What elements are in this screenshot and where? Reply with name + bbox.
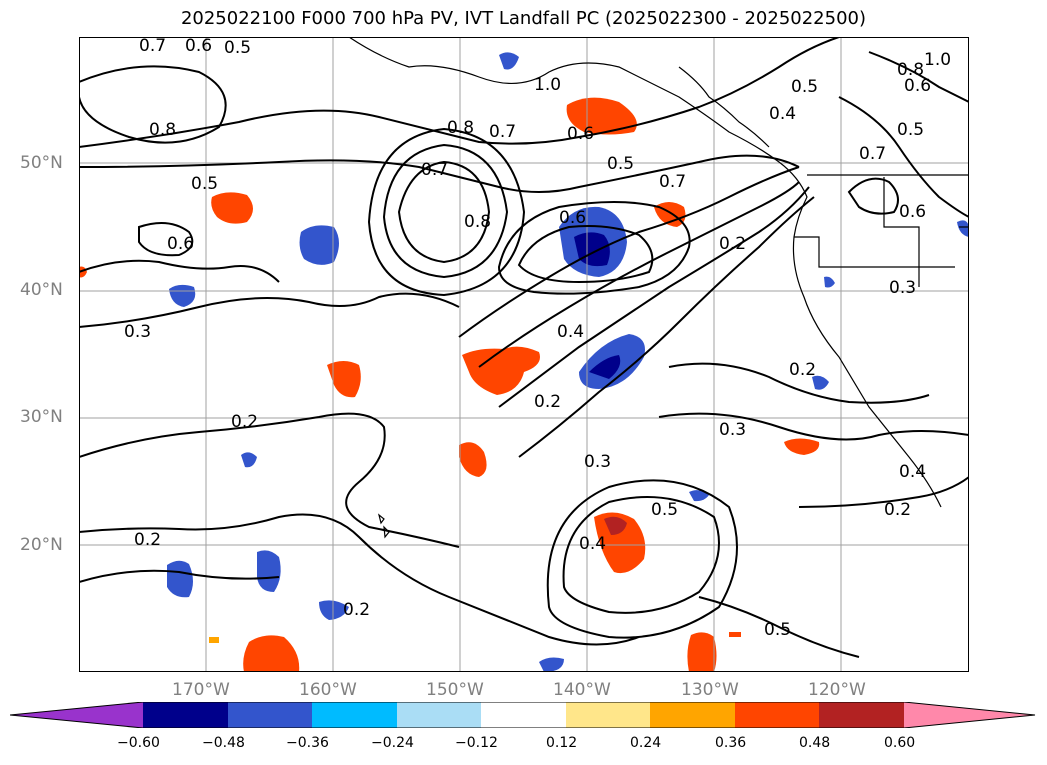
contour-label: 0.5 xyxy=(651,500,678,520)
colorbar-tick-label: −0.48 xyxy=(202,735,245,751)
contour-label: 0.6 xyxy=(904,76,931,96)
lat-label-40n: 40°N xyxy=(20,280,63,300)
colorbar-tick-label: 0.36 xyxy=(715,735,747,751)
contour-label: 1.0 xyxy=(924,50,951,70)
contour-label: 0.5 xyxy=(764,620,791,640)
contour-label: 0.3 xyxy=(584,452,611,472)
colorbar-tick-label: −0.12 xyxy=(455,735,498,751)
colorbar-tick-label: 0.60 xyxy=(884,735,916,751)
colorbar-bin xyxy=(650,702,735,728)
contour-label: 0.4 xyxy=(769,104,796,124)
contour-label: 0.4 xyxy=(899,462,926,482)
contour-label: 0.5 xyxy=(607,154,634,174)
colorbar xyxy=(10,702,1036,728)
contour-label: 0.4 xyxy=(557,322,584,342)
colorbar-bin xyxy=(481,702,566,728)
map-panel: 0.7 0.6 0.5 0.8 1.0 0.8 0.7 0.6 0.5 0.7 … xyxy=(79,37,969,672)
contour-label: 0.3 xyxy=(719,420,746,440)
lon-label-130w: 130°W xyxy=(681,680,739,700)
contour-label: 0.7 xyxy=(139,37,166,56)
contour-label: 0.3 xyxy=(124,322,151,342)
contour-label: 0.2 xyxy=(343,600,370,620)
contour-label: 0.7 xyxy=(489,122,516,142)
contour-label: 0.7 xyxy=(421,160,448,180)
lat-label-30n: 30°N xyxy=(20,407,63,427)
pv-contours xyxy=(79,37,969,658)
lat-label-50n: 50°N xyxy=(20,153,63,173)
contour-label: 0.6 xyxy=(185,37,212,56)
colorbar-bin xyxy=(735,702,819,728)
colorbar-bin xyxy=(228,702,312,728)
lon-label-140w: 140°W xyxy=(553,680,611,700)
contour-label: 0.8 xyxy=(464,212,491,232)
colorbar-tick-label: −0.24 xyxy=(371,735,414,751)
contour-label: 0.6 xyxy=(167,234,194,254)
contour-label: 0.6 xyxy=(567,124,594,144)
contour-label: 0.7 xyxy=(659,172,686,192)
colorbar-bin xyxy=(312,702,397,728)
lat-label-20n: 20°N xyxy=(20,535,63,555)
contour-label: 0.2 xyxy=(884,500,911,520)
contour-label: 0.6 xyxy=(559,208,586,228)
coastlines xyxy=(348,37,969,539)
map-title: 2025022100 F000 700 hPa PV, IVT Landfall… xyxy=(180,8,867,29)
colorbar-extend-low xyxy=(10,702,143,728)
colorbar-tick-label: 0.12 xyxy=(546,735,578,751)
colorbar-bin xyxy=(397,702,481,728)
lon-label-170w: 170°W xyxy=(172,680,230,700)
colorbar-tick-label: −0.60 xyxy=(117,735,160,751)
colorbar-extend-high xyxy=(904,702,1035,728)
contour-label: 0.5 xyxy=(191,174,218,194)
negative-anomaly-shading xyxy=(167,52,969,672)
lon-label-150w: 150°W xyxy=(426,680,484,700)
lon-label-120w: 120°W xyxy=(808,680,866,700)
contour-label: 0.2 xyxy=(134,530,161,550)
contour-label: 0.6 xyxy=(899,202,926,222)
contour-label: 0.5 xyxy=(224,38,251,58)
contour-label: 0.2 xyxy=(534,392,561,412)
colorbar-bin xyxy=(566,702,650,728)
contour-label: 0.5 xyxy=(897,120,924,140)
pv-ivt-map: 0.7 0.6 0.5 0.8 1.0 0.8 0.7 0.6 0.5 0.7 … xyxy=(79,37,969,672)
colorbar-tick-label: 0.24 xyxy=(630,735,662,751)
colorbar-tick-label: −0.36 xyxy=(286,735,329,751)
contour-label: 0.7 xyxy=(859,144,886,164)
contour-label: 0.2 xyxy=(231,412,258,432)
contour-label: 0.4 xyxy=(579,534,606,554)
contour-label: 0.8 xyxy=(447,118,474,138)
contour-label: 0.3 xyxy=(889,278,916,298)
contour-label: 1.0 xyxy=(534,75,561,95)
lon-label-160w: 160°W xyxy=(299,680,357,700)
contour-label: 0.2 xyxy=(789,360,816,380)
contour-label: 0.8 xyxy=(149,120,176,140)
contour-label: 0.2 xyxy=(719,234,746,254)
positive-anomaly-shading xyxy=(79,97,820,672)
contour-label: 0.8 xyxy=(897,60,924,80)
contour-label: 0.5 xyxy=(791,77,818,97)
colorbar-tick-label: 0.48 xyxy=(799,735,831,751)
colorbar-bin xyxy=(819,702,904,728)
colorbar-bin xyxy=(143,702,228,728)
